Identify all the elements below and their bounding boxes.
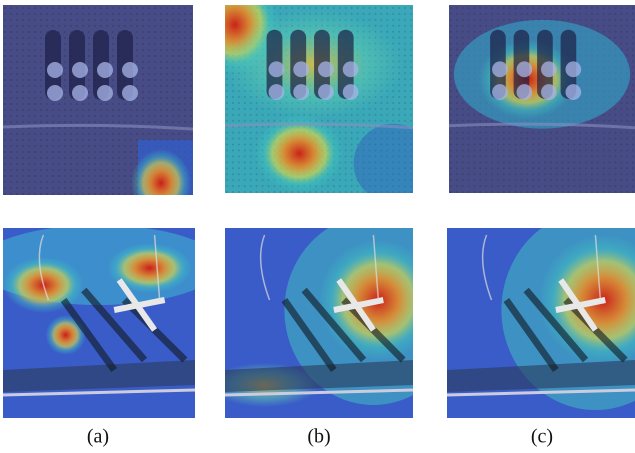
heatmap <box>0 225 220 418</box>
page: {"panels": [{"label": "(a)"}, {"label": … <box>0 0 635 453</box>
panel-c-bottom <box>447 210 635 418</box>
heatmap <box>190 0 432 203</box>
heatmap <box>210 215 462 418</box>
heatmap <box>3 5 193 217</box>
panel-a-top <box>3 5 193 217</box>
heatmap <box>447 210 635 418</box>
panel-c-top <box>449 5 635 193</box>
heatmap <box>449 5 635 193</box>
figure: (a) (b) (c) <box>0 0 635 453</box>
panel-label: (b) <box>307 426 330 448</box>
panel-b-bottom <box>210 215 462 418</box>
panel-label: (c) <box>531 426 553 448</box>
panel-label: (a) <box>87 426 109 448</box>
panel-b-top <box>190 0 432 203</box>
panel-a-bottom <box>0 225 220 418</box>
